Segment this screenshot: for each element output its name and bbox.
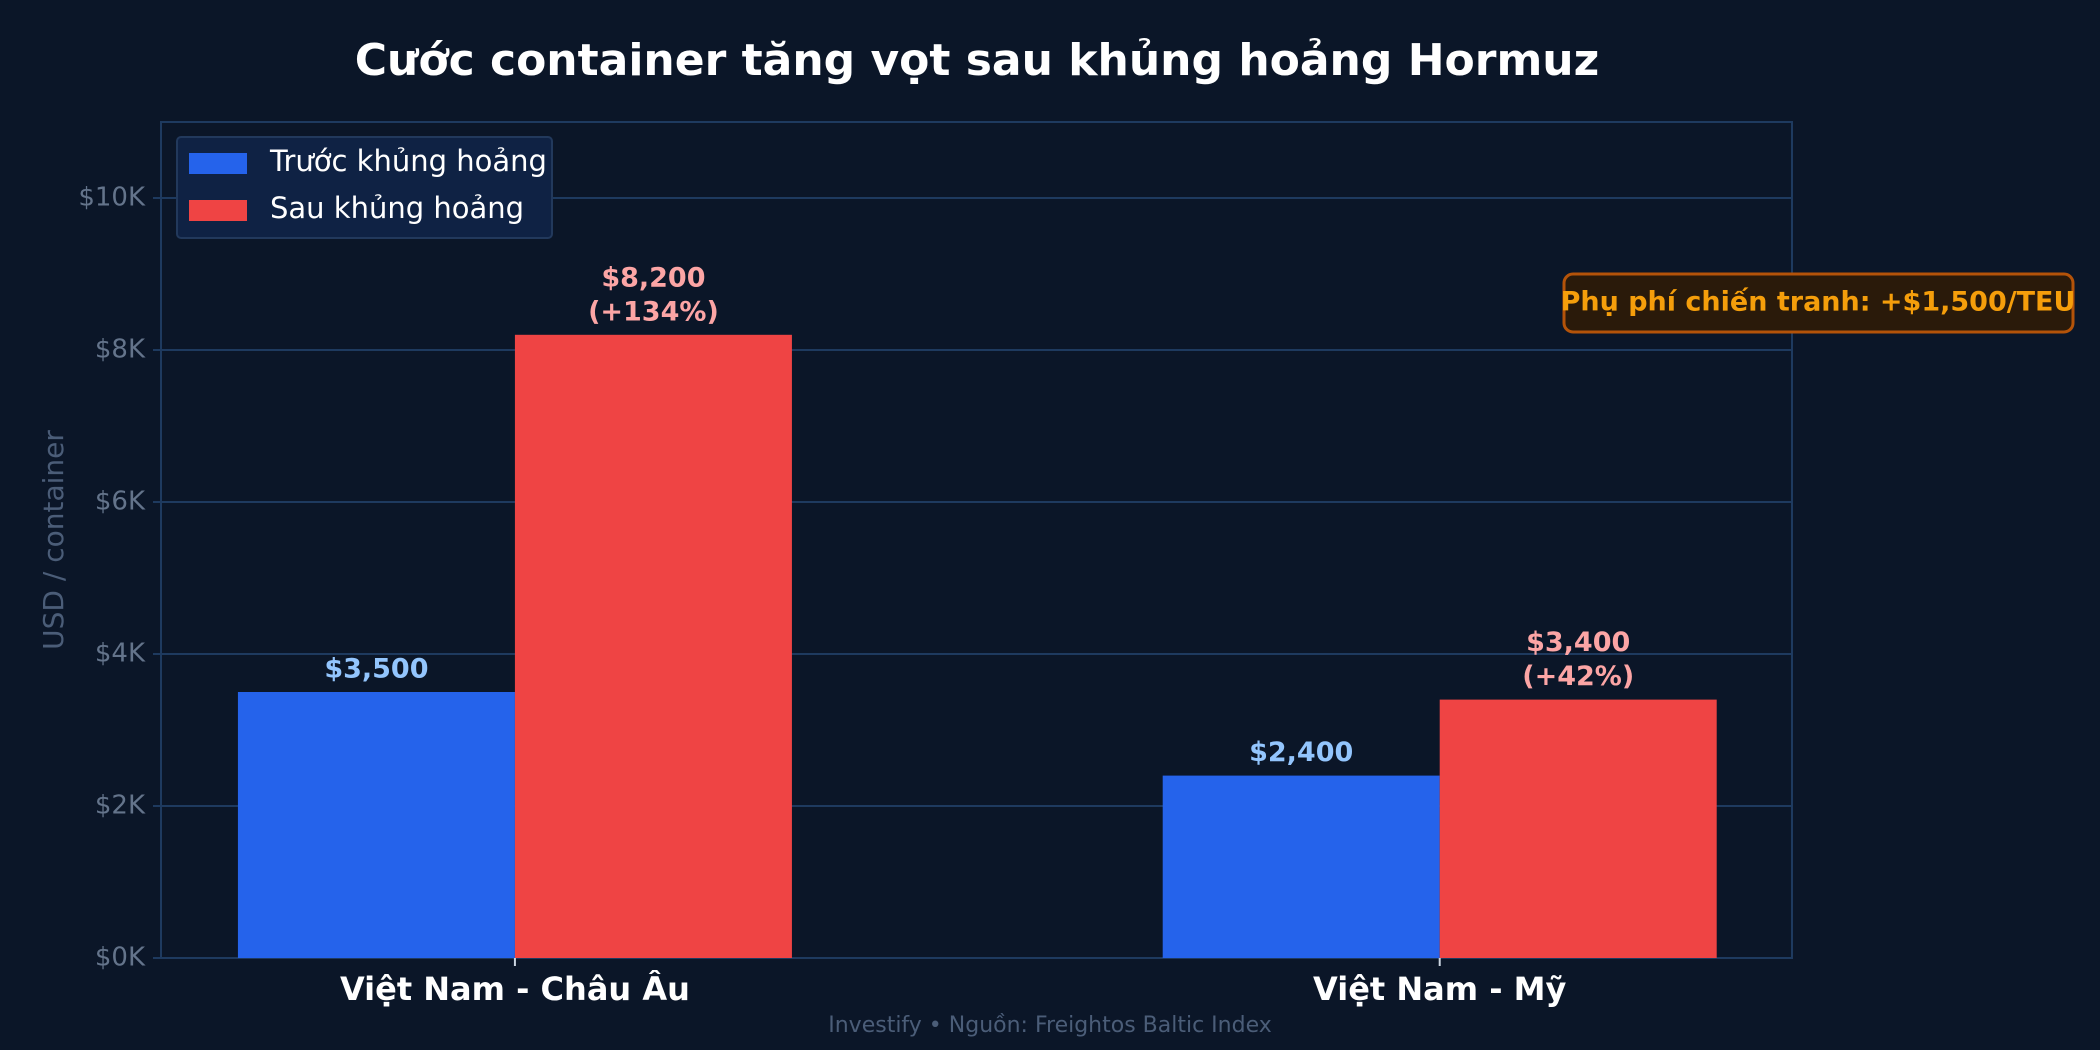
y-tick-label: $0K — [95, 943, 146, 973]
y-tick-label: $8K — [95, 335, 146, 365]
x-tick-label: Việt Nam - Mỹ — [1313, 970, 1566, 1008]
annotation-box — [1562, 272, 2075, 334]
bar — [237, 692, 515, 958]
bar — [1162, 775, 1440, 958]
value-label: $3,500 — [324, 654, 428, 685]
value-label: (+134%) — [588, 296, 719, 327]
y-tick-label: $4K — [95, 639, 146, 669]
annotation: Phụ phí chiến tranh: +$1,500/TEU — [1561, 287, 2076, 318]
chart-title: Cước container tăng vọt sau khủng hoảng … — [355, 35, 1599, 86]
value-label: $2,400 — [1249, 737, 1353, 768]
bar — [1439, 699, 1717, 958]
value-label: $3,400 — [1526, 627, 1630, 658]
y-tick-label: $2K — [95, 791, 146, 821]
y-tick-label: $10K — [78, 183, 146, 213]
y-axis-label: USD / container — [37, 430, 70, 650]
value-label: $8,200 — [601, 262, 705, 293]
x-tick-label: Việt Nam - Châu Âu — [340, 970, 690, 1008]
footer: Investify • Nguồn: Freightos Baltic Inde… — [828, 1013, 1272, 1038]
legend-swatch — [189, 153, 247, 174]
y-tick-label: $6K — [95, 487, 146, 517]
value-label: (+42%) — [1522, 661, 1634, 692]
legend-swatch — [189, 200, 247, 221]
bar — [514, 334, 792, 958]
legend-label: Sau khủng hoảng — [270, 191, 524, 225]
legend-label: Trước khủng hoảng — [269, 144, 547, 178]
legend-box — [176, 136, 553, 239]
